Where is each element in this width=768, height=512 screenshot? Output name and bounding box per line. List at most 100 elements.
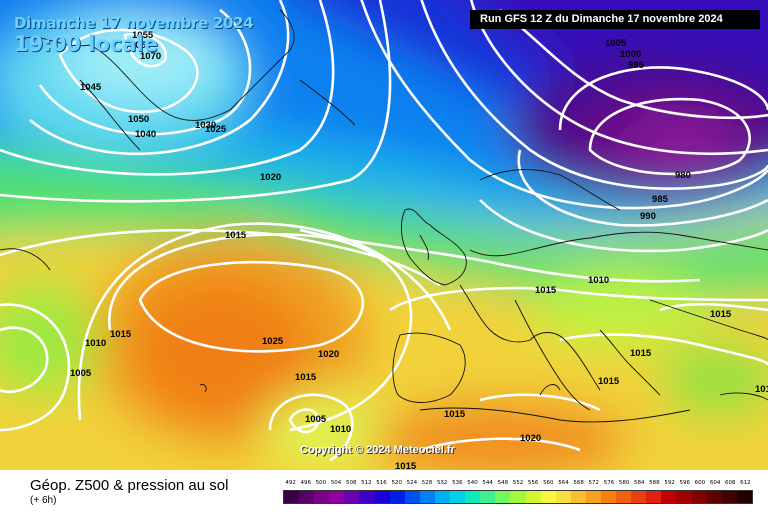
weather-map: 1055 1050 1070 1045 1050 1040 1030 1025 1020 1015… xyxy=(0,0,768,470)
scale-label: 516 xyxy=(376,480,387,486)
scale-swatch xyxy=(404,491,420,503)
scale-label: 600 xyxy=(694,480,706,486)
isobar-label: 1050 xyxy=(128,114,149,125)
scale-label: 584 xyxy=(634,480,645,486)
scale-swatch xyxy=(676,491,692,503)
scale-swatch xyxy=(495,491,511,503)
forecast-offset: (+ 6h) xyxy=(30,495,57,506)
isobar-label: 1010 xyxy=(330,424,351,435)
scale-label: 568 xyxy=(573,480,584,486)
isobar-label: 1030 xyxy=(195,120,216,131)
scale-swatch xyxy=(600,491,617,503)
isobar-label: 1025 xyxy=(205,124,227,135)
scale-swatch xyxy=(646,491,662,503)
scale-swatch xyxy=(314,491,330,503)
isobar-label: 1015 xyxy=(630,348,652,359)
isobar-label: 1010 xyxy=(588,275,609,286)
scale-swatch xyxy=(691,491,707,503)
scale-swatch xyxy=(585,491,601,503)
isobar-label: 985 xyxy=(652,194,669,205)
isobar-label: 1000 xyxy=(620,49,641,60)
map-legend: Géop. Z500 & pression au sol (+ 6h) 492 4… xyxy=(0,470,768,512)
scale-swatch xyxy=(419,491,435,503)
isobar-label: 1025 xyxy=(262,336,284,347)
isobar-label: 1005 xyxy=(605,38,627,49)
isobar-label: 1010 xyxy=(755,384,768,395)
scale-label: 580 xyxy=(618,480,630,486)
isobar-label: 1045 xyxy=(80,82,102,93)
scale-label: 588 xyxy=(649,480,660,486)
color-scale-labels: 492 496 500 504 508 512 516 520 524 528 532 536 540 5… xyxy=(283,480,753,488)
isobar-label: 1015 xyxy=(295,372,317,383)
scale-swatch xyxy=(434,491,451,503)
isobar-label: 1015 xyxy=(598,376,620,387)
scale-swatch xyxy=(616,491,632,503)
scale-swatch xyxy=(450,491,466,503)
scale-label: 552 xyxy=(512,480,524,486)
isobar-label: 1020 xyxy=(260,172,281,183)
scale-label: 496 xyxy=(300,480,311,486)
scale-label: 500 xyxy=(315,480,327,486)
isobar-labels: 1055105010701045105010401030102510201015… xyxy=(70,30,768,470)
isobar-label: 980 xyxy=(675,170,691,181)
scale-swatch xyxy=(706,491,722,503)
isobar-label: 1070 xyxy=(140,51,161,62)
scale-swatch xyxy=(510,491,526,503)
isobar-label: 1015 xyxy=(444,409,466,420)
scale-swatch xyxy=(480,491,496,503)
scale-label: 604 xyxy=(709,480,721,486)
isobar-label: 1010 xyxy=(85,338,106,349)
scale-swatch xyxy=(465,491,481,503)
scale-label: 512 xyxy=(361,480,372,486)
scale-label: 572 xyxy=(588,480,600,486)
scale-label: 612 xyxy=(740,480,751,486)
scale-swatch xyxy=(631,491,647,503)
scale-label: 528 xyxy=(421,480,433,486)
isobar-label: 1005 xyxy=(70,368,92,379)
isobar-label: 1020 xyxy=(520,433,541,444)
isobar-label: 1015 xyxy=(535,285,557,296)
isobar-label: 1055 xyxy=(132,30,154,41)
scale-swatch xyxy=(359,491,375,503)
isobar-label: 990 xyxy=(640,211,656,222)
scale-label: 492 xyxy=(285,480,296,486)
isobar-label: 995 xyxy=(628,60,645,71)
forecast-time: 19:00 locale xyxy=(14,32,158,56)
scale-label: 544 xyxy=(482,480,493,486)
scale-label: 536 xyxy=(452,480,463,486)
scale-swatch xyxy=(555,491,571,503)
scale-swatch xyxy=(299,491,315,503)
isobar-label: 1015 xyxy=(395,461,417,470)
z500-field: 1055105010701045105010401030102510201015… xyxy=(0,0,768,470)
scale-label: 576 xyxy=(603,480,615,486)
color-scale-bar xyxy=(283,490,753,504)
run-info: Run GFS 12 Z du Dimanche 17 novembre 202… xyxy=(470,10,760,29)
isobar-lines xyxy=(0,0,768,460)
scale-label: 504 xyxy=(330,480,342,486)
scale-swatch xyxy=(736,491,752,503)
scale-label: 556 xyxy=(527,480,539,486)
coastlines xyxy=(0,9,768,423)
isobar-label: 1015 xyxy=(225,230,247,241)
scale-swatch xyxy=(570,491,586,503)
isobar-label: 1015 xyxy=(710,309,732,320)
scale-label: 540 xyxy=(467,480,478,486)
isobar-label: 1005 xyxy=(305,414,327,425)
forecast-date: Dimanche 17 novembre 2024 xyxy=(14,14,254,32)
scale-swatch xyxy=(389,491,405,503)
scale-label: 596 xyxy=(679,480,691,486)
scale-label: 564 xyxy=(558,480,569,486)
isobar-label: 1040 xyxy=(135,129,156,140)
scale-swatch xyxy=(374,491,390,503)
scale-label: 508 xyxy=(345,480,357,486)
isobar-label: 1050 xyxy=(130,40,151,51)
scale-swatch xyxy=(329,491,345,503)
map-title: Géop. Z500 & pression au sol xyxy=(30,477,229,494)
scale-label: 592 xyxy=(664,480,675,486)
isobar-label: 1015 xyxy=(110,329,132,340)
scale-label: 548 xyxy=(497,480,509,486)
scale-label: 520 xyxy=(391,480,402,486)
scale-swatch xyxy=(525,491,541,503)
scale-label: 560 xyxy=(543,480,554,486)
scale-swatch xyxy=(540,491,556,503)
